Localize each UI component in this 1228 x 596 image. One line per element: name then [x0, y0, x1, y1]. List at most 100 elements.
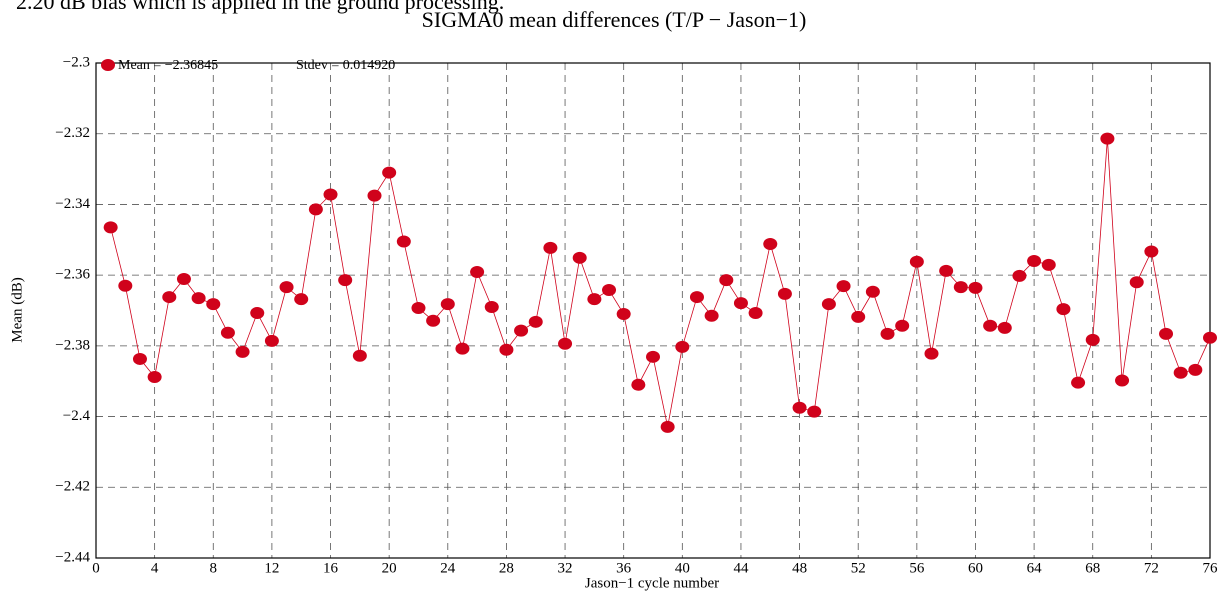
- legend-text: Stdev = 0.014920: [296, 58, 395, 73]
- data-point: [719, 274, 734, 287]
- data-point: [455, 342, 470, 355]
- data-point: [147, 370, 162, 383]
- data-point: [1100, 132, 1115, 145]
- x-tick-label: 32: [558, 560, 573, 576]
- x-tick-label: 44: [733, 560, 749, 576]
- x-tick-label: 48: [792, 560, 807, 576]
- data-point: [997, 321, 1012, 334]
- x-tick-label: 40: [675, 560, 690, 576]
- data-point: [484, 300, 499, 313]
- x-tick-label: 56: [909, 560, 925, 576]
- data-point: [294, 293, 309, 306]
- plot-frame: [95, 62, 1211, 559]
- data-point: [176, 273, 191, 286]
- data-point: [1115, 374, 1130, 387]
- data-point: [704, 309, 719, 322]
- data-point: [924, 347, 939, 360]
- data-point: [352, 349, 367, 362]
- y-tick-label: −2.42: [55, 479, 90, 495]
- y-tick-label: −2.34: [55, 196, 90, 212]
- data-point: [323, 188, 338, 201]
- data-point: [206, 298, 221, 311]
- data-point: [763, 238, 778, 251]
- data-point: [821, 298, 836, 311]
- data-point: [338, 274, 353, 287]
- data-point: [235, 345, 250, 358]
- data-point: [1041, 258, 1056, 271]
- x-tick-label: 72: [1144, 560, 1159, 576]
- data-point: [1085, 333, 1100, 346]
- data-point: [587, 293, 602, 306]
- data-point: [220, 326, 235, 339]
- data-point: [470, 265, 485, 278]
- data-point: [1027, 255, 1042, 267]
- data-point: [1056, 303, 1071, 316]
- y-tick-label: −2.38: [55, 337, 90, 353]
- data-point: [411, 302, 426, 315]
- y-tick-label: −2.32: [55, 125, 90, 141]
- x-tick-label: 20: [382, 560, 397, 576]
- data-point: [572, 251, 587, 264]
- x-tick-label: 28: [499, 560, 514, 576]
- data-point: [1159, 327, 1174, 340]
- data-point: [616, 308, 631, 321]
- data-point: [983, 319, 998, 332]
- data-point: [1173, 366, 1188, 379]
- data-point: [191, 292, 206, 305]
- data-point: [807, 405, 822, 418]
- x-tick-label: 8: [210, 560, 218, 576]
- data-point: [367, 189, 382, 202]
- x-tick-label: 52: [851, 560, 866, 576]
- data-point: [396, 235, 411, 248]
- data-point: [499, 343, 514, 356]
- x-tick-label: 60: [968, 560, 983, 576]
- chart-title: SIGMA0 mean differences (T/P − Jason−1): [422, 7, 807, 32]
- data-point: [939, 264, 954, 277]
- data-point: [543, 241, 558, 254]
- x-tick-label: 4: [151, 560, 159, 576]
- data-point: [426, 314, 441, 327]
- legend-marker: [101, 59, 115, 71]
- data-point: [851, 310, 866, 323]
- data-point: [689, 291, 704, 304]
- data-point: [733, 297, 748, 310]
- data-point: [675, 340, 690, 353]
- data-point: [909, 255, 924, 268]
- data-point: [602, 283, 617, 296]
- x-tick-label: 36: [616, 560, 632, 576]
- data-point: [382, 166, 397, 179]
- header-text: 2.20 dB bias which is applied in the gro…: [16, 0, 504, 14]
- data-point: [748, 306, 763, 319]
- x-tick-label: 16: [323, 560, 339, 576]
- data-point: [250, 306, 265, 319]
- x-tick-label: 64: [1027, 560, 1043, 576]
- data-point: [279, 281, 294, 294]
- data-point: [646, 350, 660, 363]
- data-point: [895, 319, 910, 332]
- data-point: [103, 221, 118, 234]
- data-point: [865, 285, 880, 298]
- data-point: [308, 203, 323, 216]
- x-tick-label: 68: [1085, 560, 1100, 576]
- data-point: [792, 401, 807, 414]
- x-tick-label: 0: [92, 560, 100, 576]
- y-axis-label: Mean (dB): [9, 277, 25, 342]
- x-tick-label: 12: [264, 560, 279, 576]
- y-tick-label: −2.44: [55, 549, 90, 565]
- y-tick-label: −2.36: [55, 267, 90, 283]
- data-point: [836, 280, 851, 293]
- data-point: [514, 324, 529, 337]
- legend-text: Mean = −2.36845: [118, 58, 218, 73]
- y-tick-label: −2.3: [63, 54, 90, 70]
- data-point: [1203, 331, 1217, 344]
- data-point: [1144, 245, 1159, 258]
- x-axis-label: Jason−1 cycle number: [585, 575, 719, 591]
- data-point: [660, 420, 675, 433]
- data-point: [631, 378, 646, 391]
- x-tick-label: 24: [440, 560, 456, 576]
- data-point: [1129, 276, 1144, 289]
- data-point: [880, 327, 895, 340]
- data-point: [1188, 363, 1203, 376]
